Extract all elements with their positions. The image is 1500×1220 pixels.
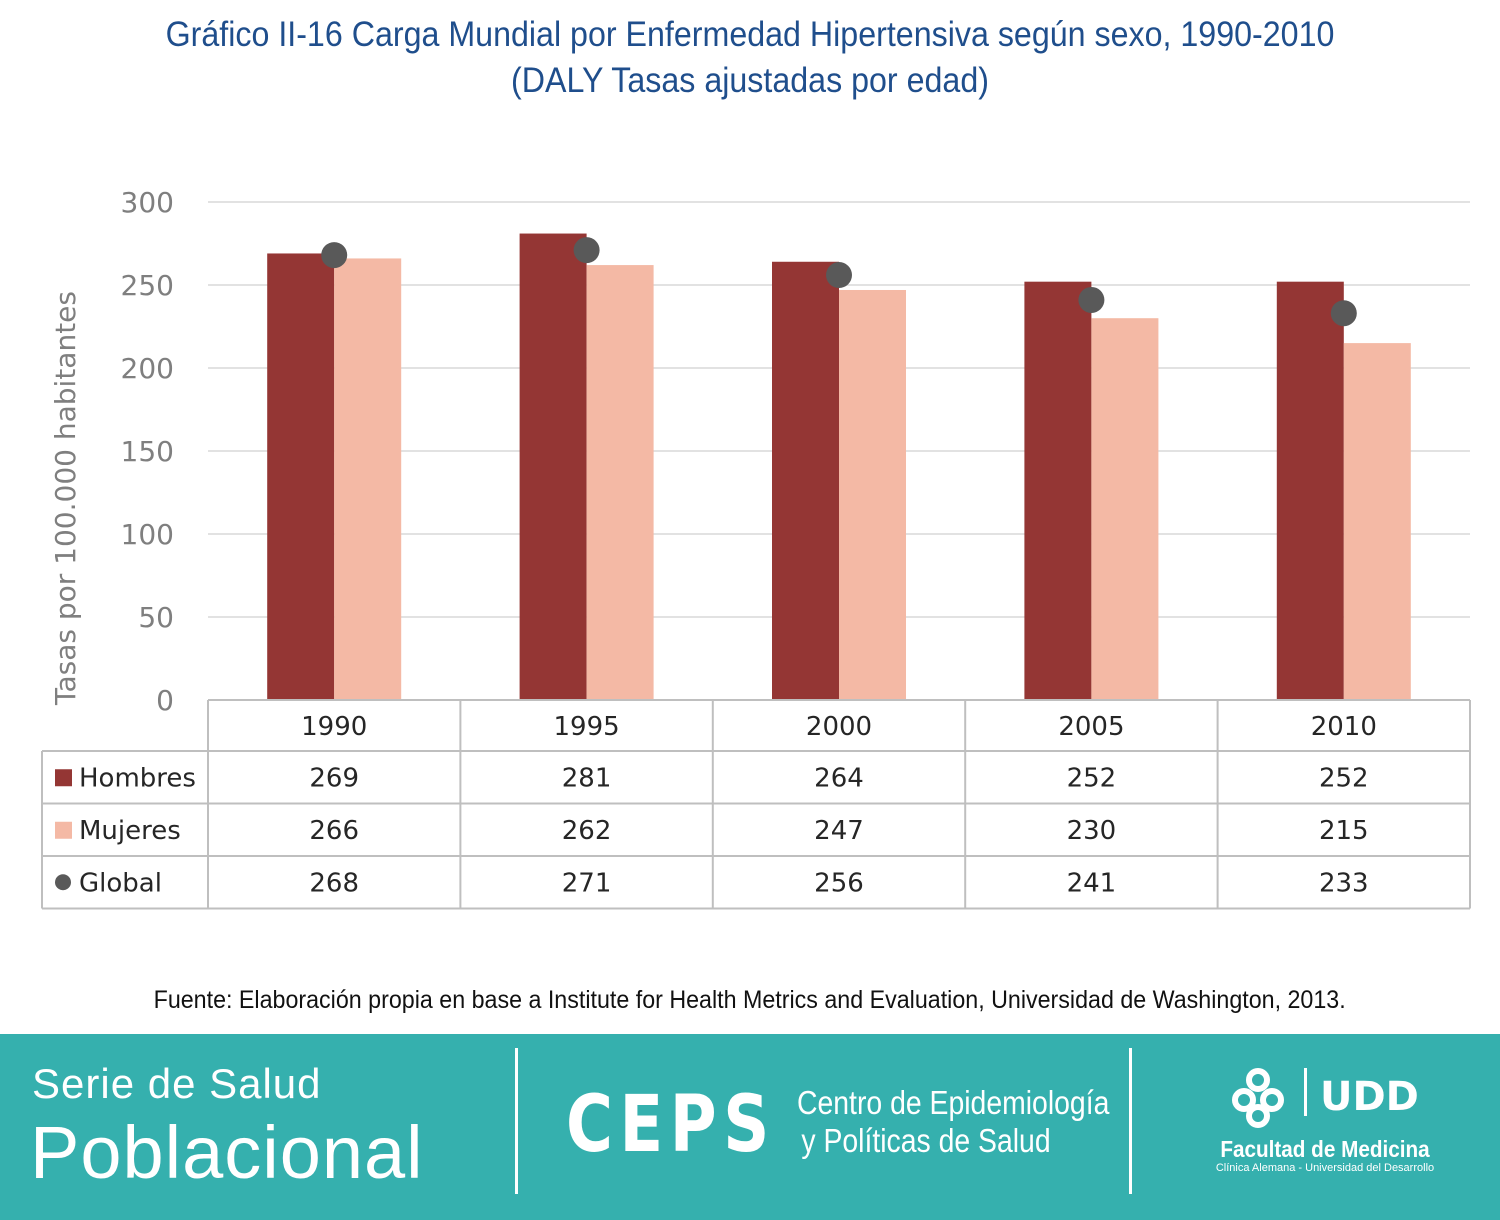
y-tick-label: 300: [121, 186, 174, 219]
chart-title-line1: Gráfico II-16 Carga Mundial por Enfermed…: [165, 15, 1335, 54]
chart-title-line2: (DALY Tasas ajustadas por edad): [511, 61, 989, 100]
bar-mujeres: [334, 258, 402, 700]
logo-divider: [1304, 1068, 1307, 1116]
bar-hombres: [1276, 281, 1344, 700]
bar-hombres: [519, 233, 587, 701]
bar-hombres: [772, 261, 839, 700]
table-cell: 247: [814, 816, 864, 846]
table-row-label: Global: [79, 868, 162, 898]
bars: [267, 233, 1411, 701]
point-global: [321, 242, 348, 269]
global-points: [321, 237, 1357, 327]
table-header-cell: 1990: [301, 712, 367, 742]
bar-mujeres: [1091, 318, 1159, 700]
y-axis-label: Tasas por 100.000 habitantes: [49, 291, 82, 706]
ceps-full-name: Centro de Epidemiología y Políticas de S…: [797, 1084, 1110, 1160]
table-header-cell: 2010: [1311, 712, 1377, 742]
table-cell: 281: [562, 763, 612, 793]
table-header-cell: 2005: [1058, 712, 1124, 742]
y-tick-label: 200: [121, 352, 174, 385]
footer-divider: [1129, 1048, 1132, 1194]
point-global: [573, 237, 600, 264]
y-axis-ticks: 0 50 100 150 200 250 300: [121, 186, 174, 717]
point-global: [826, 262, 852, 289]
y-tick-label: 0: [156, 684, 174, 717]
table-cell: 252: [1067, 763, 1117, 793]
point-global: [1330, 300, 1357, 327]
footer-divider: [515, 1048, 518, 1194]
table-cell: 252: [1319, 763, 1369, 793]
chart-title: Gráfico II-16 Carga Mundial por Enfermed…: [60, 12, 1440, 104]
footer-banner: Serie de Salud Poblacional CEPS Centro d…: [0, 1034, 1500, 1220]
y-tick-label: 150: [121, 435, 174, 468]
table-cell: 269: [309, 763, 359, 793]
ceps-name-line1: Centro de Epidemiología: [797, 1084, 1110, 1121]
table-cell: 262: [562, 816, 612, 846]
series-name-line1: Serie de Salud: [32, 1060, 322, 1107]
source-note: Fuente: Elaboración propia en base a Ins…: [153, 986, 1346, 1014]
legend-key-hombres: [55, 769, 72, 787]
table-cell: 215: [1319, 816, 1369, 846]
bar-hombres: [1024, 281, 1092, 700]
faculty-subtitle: Clínica Alemana - Universidad del Desarr…: [1215, 1162, 1435, 1174]
table-cell: 264: [814, 763, 864, 793]
udd-logo: UDD: [1232, 1068, 1418, 1128]
data-table: 1990 1995 2000 2005 2010 Hombres 269 281 264 252 2…: [41, 699, 1471, 910]
y-tick-label: 50: [138, 601, 174, 634]
bar-mujeres: [839, 289, 906, 700]
table-header-cell: 1995: [554, 712, 620, 742]
faculty-name: Facultad de Medicina: [1220, 1136, 1430, 1162]
table-row-label: Hombres: [79, 763, 196, 793]
bar-mujeres: [586, 265, 654, 700]
table-cell: 268: [309, 868, 359, 898]
table-cell: 266: [309, 816, 359, 846]
series-name-line2: Poblacional: [30, 1111, 424, 1194]
point-global: [1078, 286, 1105, 313]
table-cell: 230: [1067, 816, 1117, 846]
bar-mujeres: [1343, 343, 1411, 700]
legend-key-mujeres: [55, 821, 72, 839]
table-cell: 256: [814, 868, 864, 898]
medicine-emblem-icon: [1232, 1068, 1284, 1128]
bar-hombres: [267, 253, 335, 700]
legend-key-global: [55, 874, 71, 891]
ceps-logo-text: CEPS: [566, 1080, 776, 1170]
table-cell: 241: [1067, 868, 1117, 898]
udd-wordmark: UDD: [1320, 1074, 1418, 1120]
chart: 0 50 100 150 200 250 300 Tasas por 100.000 hab…: [41, 186, 1471, 910]
table-cell: 233: [1319, 868, 1369, 898]
table-header-cell: 2000: [806, 712, 872, 742]
table-cell: 271: [562, 868, 612, 898]
ceps-name-line2: y Políticas de Salud: [801, 1122, 1051, 1159]
y-tick-label: 100: [121, 518, 174, 551]
table-row-label: Mujeres: [79, 816, 181, 846]
y-tick-label: 250: [121, 269, 174, 302]
